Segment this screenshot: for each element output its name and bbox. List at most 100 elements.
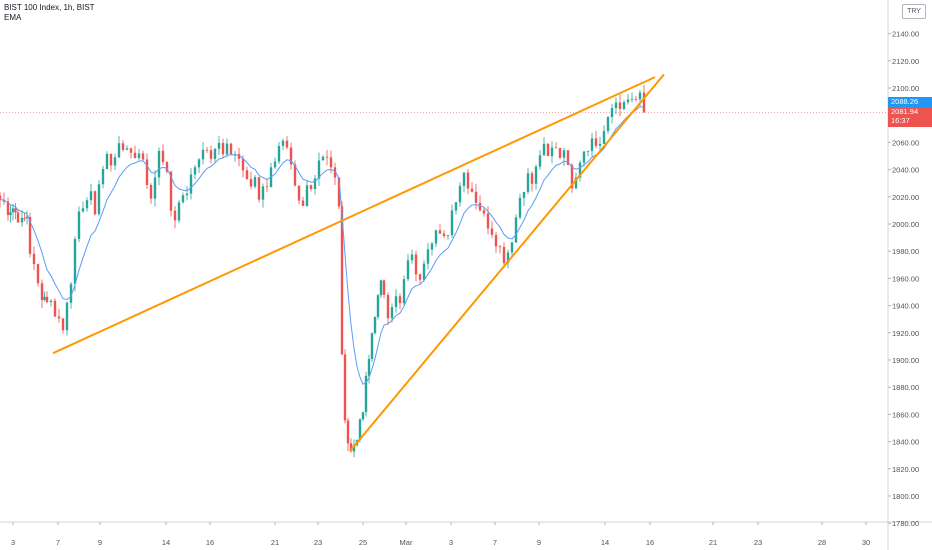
candle-body (249, 179, 253, 187)
x-tick-label: 30 (862, 538, 870, 547)
candle-body (594, 138, 598, 146)
candle-body (289, 147, 293, 165)
candle-body (36, 264, 40, 284)
candle-body (590, 138, 594, 151)
y-tick-label: 1820.00 (892, 465, 919, 474)
candle-body (376, 295, 380, 317)
candle-body (340, 206, 344, 355)
candle-body (129, 148, 133, 153)
candle-body (253, 177, 257, 187)
candle-body (638, 92, 642, 100)
candle-body (73, 239, 77, 284)
candle-body (14, 208, 17, 213)
candle-body (367, 358, 371, 376)
x-tick-label: 21 (709, 538, 717, 547)
candle-body (434, 230, 438, 244)
y-tick-label: 2060.00 (892, 138, 919, 147)
candle-body (305, 185, 309, 206)
candle-body (382, 280, 386, 295)
candle-body (277, 145, 281, 162)
candle-body (337, 177, 341, 207)
candle-body (329, 157, 333, 168)
candle-body (478, 202, 482, 211)
candle-body (173, 210, 177, 221)
candle-body (522, 191, 526, 198)
candle-body (542, 143, 546, 156)
candle-body (109, 153, 113, 166)
candle-body (546, 143, 550, 157)
candle-body (11, 208, 15, 213)
y-tick-label: 2040.00 (892, 166, 919, 175)
currency-badge[interactable]: TRY (902, 4, 926, 19)
candle-body (81, 208, 85, 212)
candle-body (193, 167, 197, 175)
candle-body (137, 153, 141, 159)
candle-body (442, 233, 446, 237)
y-tick-label: 1960.00 (892, 274, 919, 283)
candle-body (145, 159, 149, 186)
candle-body (406, 260, 410, 280)
trendlines (52, 73, 665, 452)
y-tick-label: 2140.00 (892, 30, 919, 39)
candle-body (558, 147, 562, 158)
x-tick-label: 21 (271, 538, 279, 547)
candle-body (634, 98, 638, 100)
x-tick-label: 7 (493, 538, 497, 547)
candle-body (418, 274, 422, 280)
y-tick-label: 2000.00 (892, 220, 919, 229)
candle-body (157, 150, 161, 178)
candle-body (361, 412, 365, 420)
y-tick-label: 1920.00 (892, 329, 919, 338)
candle-body (333, 167, 337, 178)
candle-body (574, 177, 578, 189)
candles (0, 84, 646, 458)
trendline[interactable] (52, 76, 656, 355)
x-tick-label: 7 (56, 538, 60, 547)
candle-body (534, 166, 538, 184)
candle-body (221, 142, 225, 155)
candle-body (426, 249, 430, 264)
candle-body (273, 161, 277, 168)
candle-body (241, 158, 245, 171)
candle-body (189, 174, 193, 194)
candle-body (602, 131, 606, 144)
candle-body (321, 156, 325, 161)
x-tick-label: 9 (537, 538, 541, 547)
candle-body (53, 300, 57, 317)
candle-body (16, 212, 20, 223)
candle-body (101, 168, 105, 185)
candle-body (40, 283, 44, 300)
x-tick-label: 23 (314, 538, 322, 547)
y-tick-label: 1900.00 (892, 356, 919, 365)
candle-body (61, 318, 65, 331)
candle-body (346, 420, 350, 444)
candle-body (225, 143, 229, 155)
candle-body (245, 170, 249, 180)
candle-body (570, 164, 574, 189)
candle-body (554, 147, 558, 149)
candle-body (530, 173, 534, 184)
trendline[interactable] (349, 73, 665, 452)
candle-body (69, 283, 73, 303)
x-tick-label: 16 (206, 538, 214, 547)
candle-body (301, 200, 305, 206)
candle-body (45, 296, 49, 303)
candle-body (285, 140, 289, 148)
x-tick-label: 14 (601, 538, 609, 547)
candle-body (410, 254, 414, 261)
candle-body (317, 160, 321, 179)
candle-body (474, 191, 478, 203)
candle-body (153, 177, 157, 199)
candle-body (622, 102, 626, 109)
candle-body (386, 294, 390, 319)
candle-body (23, 218, 26, 219)
candle-body (614, 102, 618, 109)
x-tick-label: 25 (359, 538, 367, 547)
candle-body (514, 217, 518, 243)
candle-body (185, 193, 189, 196)
candle-body (352, 445, 356, 452)
candle-body (237, 154, 241, 159)
candle-body (414, 254, 418, 275)
candle-body (430, 243, 434, 250)
